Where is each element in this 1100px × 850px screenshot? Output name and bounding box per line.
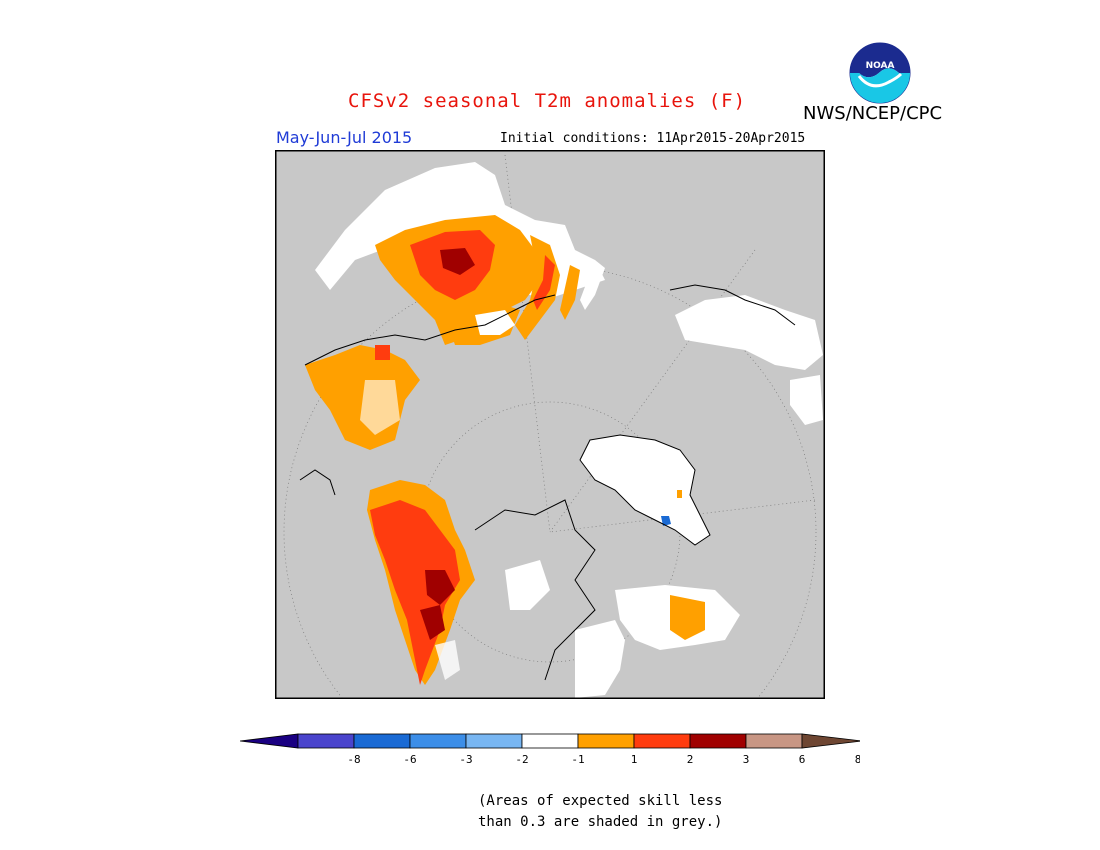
coastline-canada <box>474 499 596 681</box>
blue-spot-greenland <box>661 516 671 526</box>
legend-label: -8 <box>347 753 360 766</box>
darkred-region-north-america-2 <box>420 605 445 640</box>
legend-label: 8 <box>855 753 860 766</box>
coastline-greenland <box>579 434 711 546</box>
legend-swatch <box>633 733 691 749</box>
red-spot-europe <box>375 345 390 360</box>
legend-swatch <box>521 733 579 749</box>
meridian-line <box>504 154 551 533</box>
legend-swatch <box>689 733 747 749</box>
legend-label: 6 <box>799 753 806 766</box>
orange-spot-greenland <box>677 490 682 498</box>
skill-note: (Areas of expected skill less than 0.3 a… <box>478 791 722 833</box>
organization-label: NWS/NCEP/CPC <box>803 103 943 124</box>
coastline-europe <box>299 469 336 496</box>
legend-swatch <box>577 733 635 749</box>
orange-region-japan <box>560 265 580 320</box>
legend-swatch <box>297 733 355 749</box>
white-region-europe <box>360 380 400 435</box>
coastline-asia <box>304 294 556 366</box>
red-region-north-america <box>370 500 460 685</box>
color-legend: -8 -6 -3 -2 -1 1 2 3 6 8 <box>240 733 860 766</box>
legend-arrow-low <box>240 733 299 749</box>
legend-label: -6 <box>403 753 416 766</box>
skill-note-line-1: (Areas of expected skill less <box>478 793 723 809</box>
meridian-line <box>549 499 816 533</box>
initial-conditions-label: Initial conditions: 11Apr2015-20Apr2015 <box>500 131 806 146</box>
legend-label: -3 <box>459 753 472 766</box>
legend-swatch <box>465 733 523 749</box>
legend-arrow-high <box>801 733 860 749</box>
coastline-alaska <box>669 284 796 326</box>
white-region-central-asia <box>475 310 515 335</box>
legend-swatch <box>409 733 467 749</box>
white-region-east-canada <box>575 620 625 698</box>
legend-swatch <box>353 733 411 749</box>
legend-label: -2 <box>515 753 528 766</box>
noaa-logo-text: NOAA <box>866 61 895 71</box>
legend-label: 1 <box>631 753 638 766</box>
legend-label: 2 <box>687 753 694 766</box>
anomaly-map <box>275 150 825 699</box>
white-region-ne-asia <box>580 260 605 310</box>
season-label: May-Jun-Jul 2015 <box>276 128 413 147</box>
legend-swatch <box>745 733 803 749</box>
map-frame <box>275 150 825 699</box>
orange-region-atlantic <box>670 595 705 640</box>
white-region-alaska <box>675 295 823 370</box>
darkred-region-asia <box>440 248 475 275</box>
skill-note-line-2: than 0.3 are shaded in grey.) <box>478 814 723 830</box>
map-title: CFSv2 seasonal T2m anomalies (F) <box>348 90 747 112</box>
white-region-greenland <box>580 435 710 545</box>
legend-label: -1 <box>571 753 584 766</box>
noaa-logo-icon: NOAA <box>849 42 911 104</box>
legend-label: 3 <box>743 753 750 766</box>
white-region-nw-canada <box>790 375 823 425</box>
white-region-north-america <box>435 640 460 680</box>
white-region-hudson <box>505 560 550 610</box>
red-strip-east-asia <box>533 255 555 310</box>
darkred-region-north-america <box>425 570 455 605</box>
